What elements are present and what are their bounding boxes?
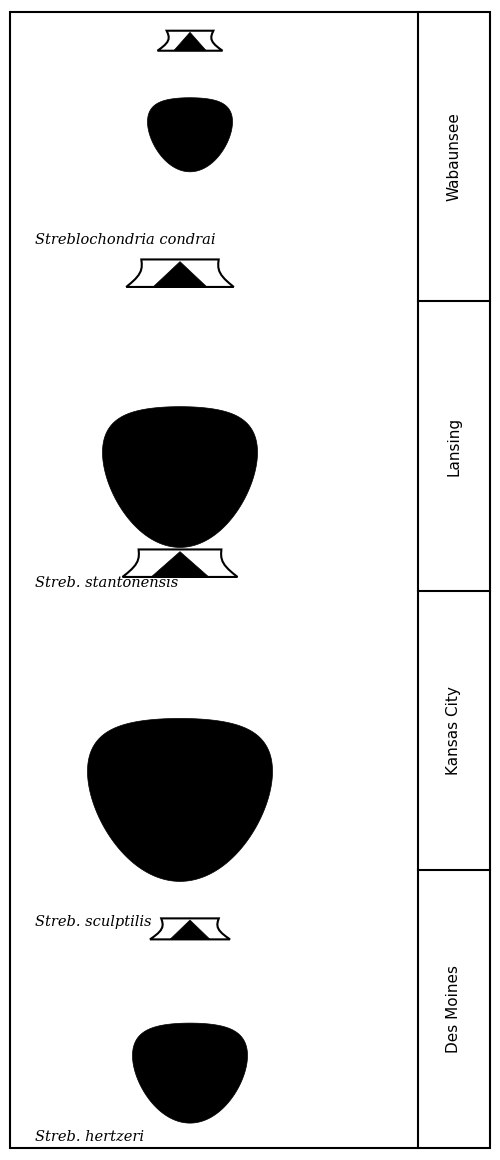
- Polygon shape: [174, 32, 206, 51]
- Text: Wabaunsee: Wabaunsee: [446, 113, 461, 201]
- Text: Streb. hertzeri: Streb. hertzeri: [35, 1130, 144, 1144]
- Text: Streb. sculptilis: Streb. sculptilis: [35, 915, 152, 929]
- Polygon shape: [151, 552, 209, 577]
- Text: Des Moines: Des Moines: [446, 965, 461, 1053]
- Text: Lansing: Lansing: [446, 416, 461, 476]
- Polygon shape: [88, 718, 272, 882]
- Text: Streblochondria condrai: Streblochondria condrai: [35, 233, 216, 247]
- Text: Kansas City: Kansas City: [446, 687, 461, 775]
- Polygon shape: [153, 262, 207, 287]
- Polygon shape: [148, 97, 232, 172]
- Polygon shape: [158, 30, 222, 51]
- Polygon shape: [126, 260, 234, 287]
- Polygon shape: [150, 919, 230, 940]
- Polygon shape: [132, 1023, 248, 1123]
- Polygon shape: [122, 550, 238, 577]
- Polygon shape: [170, 920, 210, 940]
- Text: Streb. stantonensis: Streb. stantonensis: [35, 577, 178, 590]
- Polygon shape: [102, 407, 258, 548]
